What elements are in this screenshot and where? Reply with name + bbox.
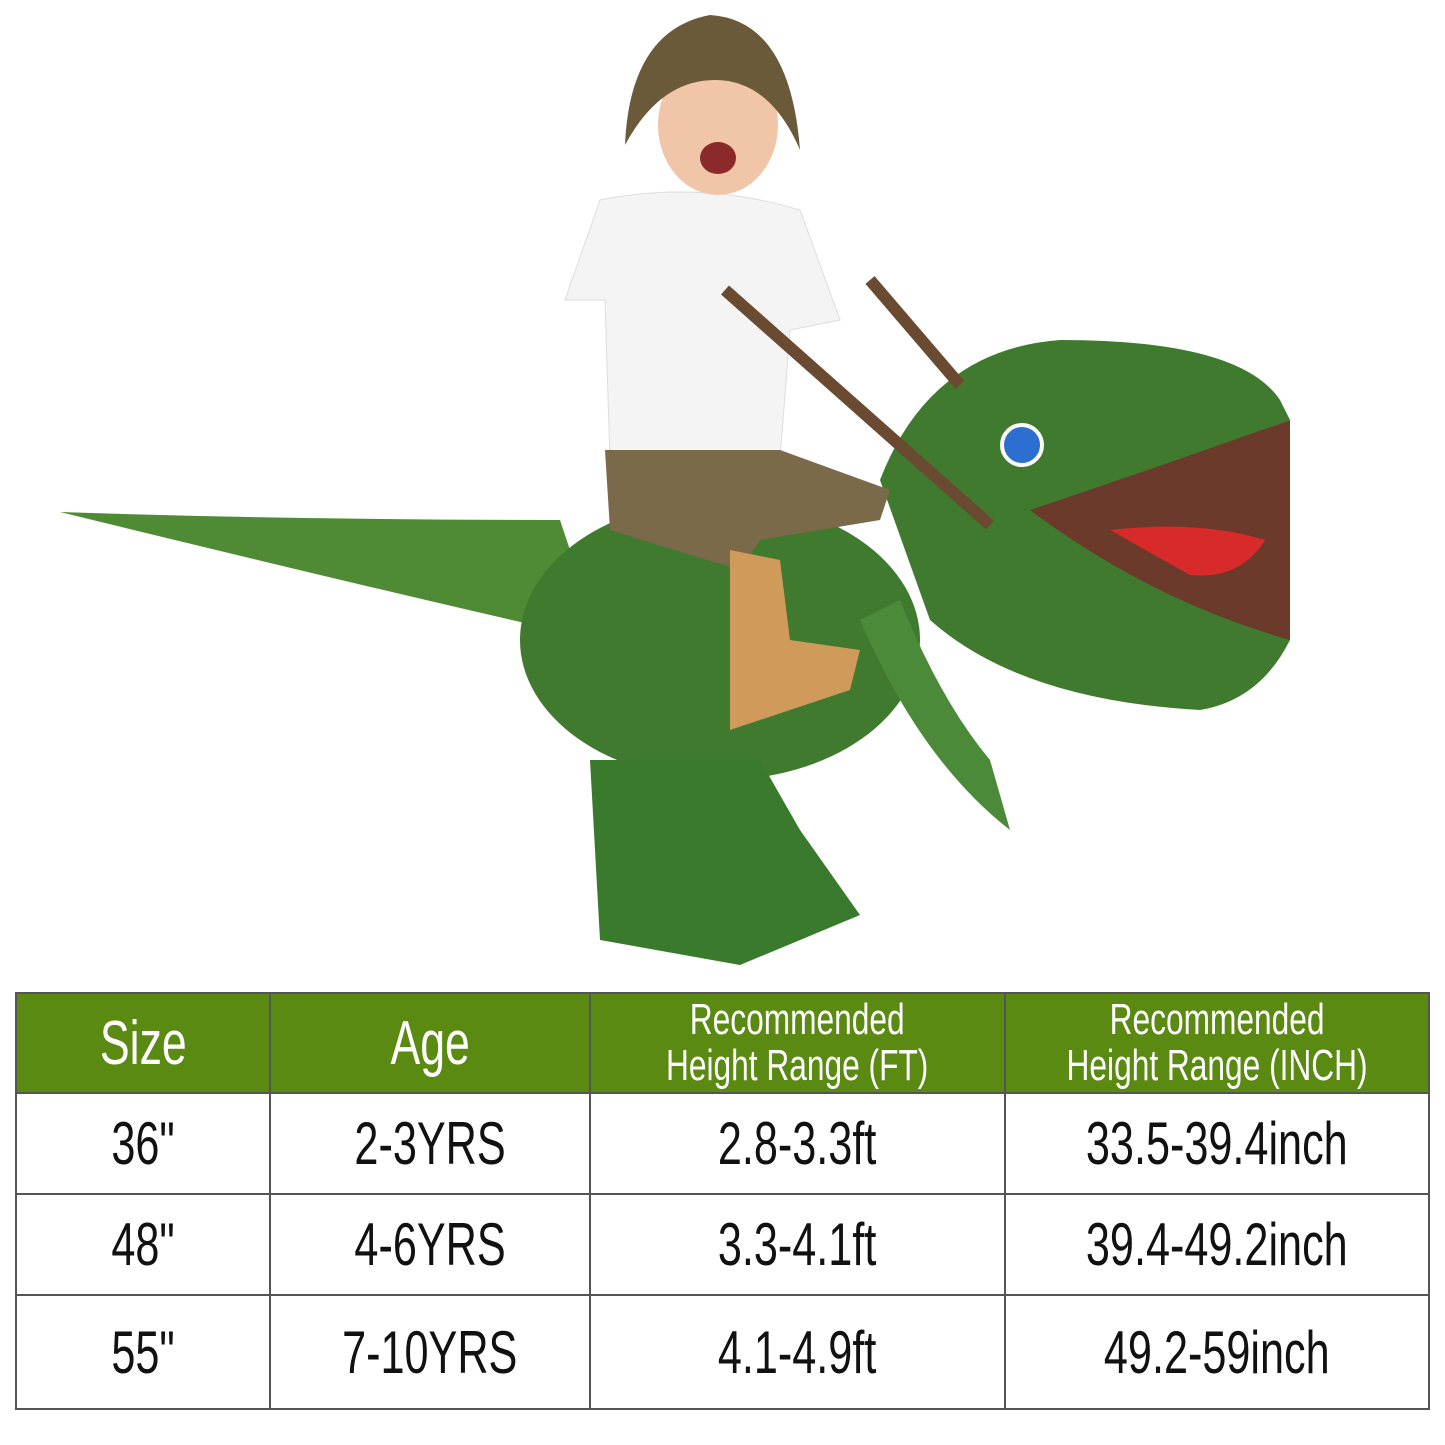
size-chart-table: Size Age Recommended Height Range (FT) Re…: [15, 992, 1430, 1410]
age-cell: 4-6YRS: [354, 1211, 506, 1278]
child-hat: [625, 15, 800, 150]
dino-tail: [60, 512, 600, 640]
table-header-row: Size Age Recommended Height Range (FT) Re…: [15, 992, 1430, 1094]
header-age: Age: [269, 992, 591, 1094]
header-height-ft: Recommended Height Range (FT): [589, 992, 1006, 1094]
table-row: 36" 2-3YRS 2.8-3.3ft 33.5-39.4inch: [15, 1092, 1430, 1195]
dino-arm: [860, 600, 1010, 830]
height-ft-cell: 3.3-4.1ft: [718, 1211, 877, 1278]
height-inch-cell: 49.2-59inch: [1104, 1318, 1330, 1386]
size-cell: 55": [111, 1318, 175, 1386]
dino-body: [520, 500, 920, 780]
child-face: [658, 55, 778, 195]
height-ft-cell: 2.8-3.3ft: [718, 1110, 877, 1177]
size-cell: 48": [111, 1211, 175, 1278]
age-cell: 7-10YRS: [342, 1318, 518, 1386]
child-shorts: [605, 450, 890, 570]
age-cell: 2-3YRS: [354, 1110, 506, 1177]
height-inch-cell: 33.5-39.4inch: [1086, 1110, 1348, 1177]
height-inch-cell: 39.4-49.2inch: [1086, 1211, 1348, 1278]
child-boot: [730, 550, 860, 730]
table-row: 48" 4-6YRS 3.3-4.1ft 39.4-49.2inch: [15, 1193, 1430, 1296]
table-row: 55" 7-10YRS 4.1-4.9ft 49.2-59inch: [15, 1294, 1430, 1410]
dino-head: [880, 340, 1290, 710]
product-photo: [60, 15, 1290, 965]
header-size: Size: [15, 992, 271, 1094]
height-ft-cell: 4.1-4.9ft: [718, 1318, 877, 1386]
size-cell: 36": [111, 1110, 175, 1177]
dino-tongue: [1110, 526, 1265, 576]
child-shirt: [564, 191, 841, 461]
rein-strap: [721, 276, 994, 530]
child-mouth: [700, 142, 736, 174]
dino-leg: [590, 760, 860, 965]
dino-eye: [1000, 423, 1044, 467]
header-height-inch: Recommended Height Range (INCH): [1004, 992, 1430, 1094]
